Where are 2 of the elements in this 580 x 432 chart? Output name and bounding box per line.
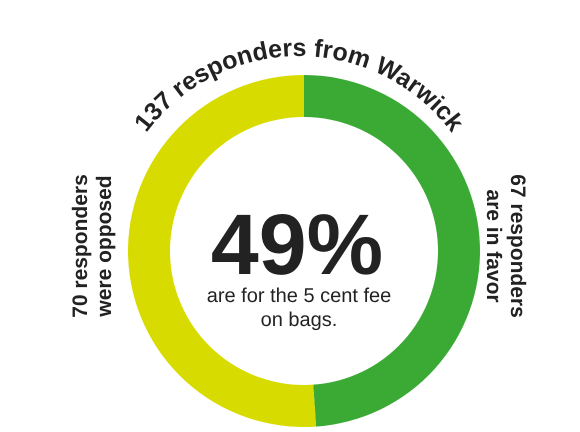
slice-label: 70 responders were opposed	[68, 173, 117, 320]
slice-label: 67 responders are in favor	[481, 173, 530, 320]
